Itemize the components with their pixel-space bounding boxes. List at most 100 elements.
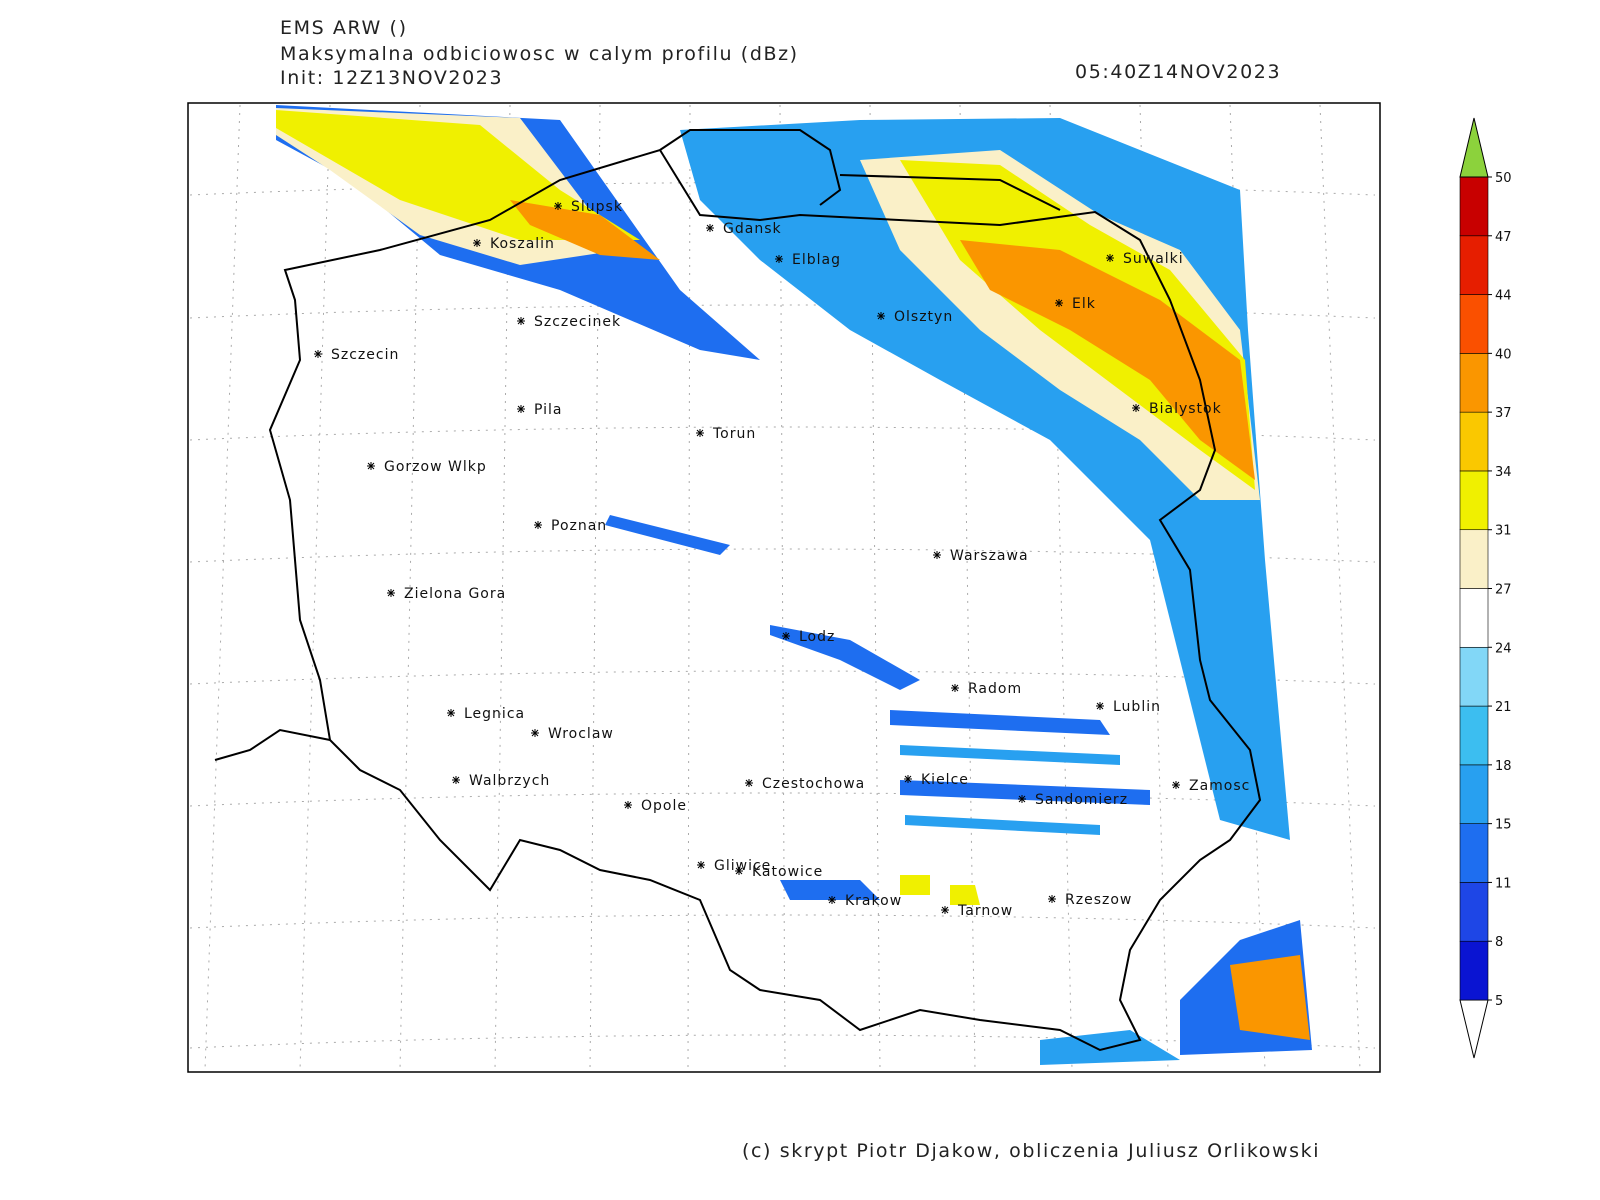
colorbar-segment — [1459, 646, 1489, 707]
borders — [214, 129, 1262, 1052]
city-label: Kielce — [921, 772, 969, 788]
city-marker — [782, 632, 790, 640]
colorbar-segment — [1459, 529, 1489, 589]
header-model: EMS ARW () — [280, 17, 408, 39]
city-marker — [828, 896, 836, 904]
header-title: Maksymalna odbiciowosc w calym profilu (… — [280, 43, 799, 65]
colorbar-label: 11 — [1495, 876, 1512, 891]
city-label: Slupsk — [571, 199, 623, 215]
colorbar-label: 18 — [1495, 759, 1512, 774]
city-label: Tarnow — [957, 903, 1013, 919]
city-marker — [534, 521, 542, 529]
city-marker — [706, 224, 714, 232]
colorbar-segment — [1459, 470, 1489, 531]
city-marker — [517, 317, 525, 325]
city-label: Szczecin — [331, 347, 399, 363]
city-marker — [1132, 404, 1140, 412]
city-label: Lodz — [799, 629, 835, 645]
city-label: Rzeszow — [1065, 892, 1132, 908]
colorbar-segment — [1459, 588, 1489, 648]
city-marker — [1018, 795, 1026, 803]
city-marker — [775, 255, 783, 263]
city-label: Wroclaw — [548, 726, 614, 742]
colorbar-label: 40 — [1495, 347, 1512, 362]
city-label: Poznan — [551, 518, 607, 534]
city-label: Warszawa — [950, 548, 1029, 564]
city-marker — [941, 906, 949, 914]
colorbar-segment — [1459, 353, 1489, 413]
city-marker — [877, 312, 885, 320]
map: Slupsk Koszalin Gdansk Elblag Suwalki Elk Olsz… — [187, 102, 1381, 1073]
colorbar-label: 47 — [1495, 230, 1512, 245]
colorbar-over — [1459, 117, 1489, 178]
colorbar-label: 50 — [1495, 171, 1512, 186]
city-label: Elk — [1072, 296, 1096, 312]
city-label: Lublin — [1113, 699, 1161, 715]
colorbar-segment — [1459, 294, 1489, 354]
city-label: Katowice — [752, 864, 823, 880]
colorbar-label: 15 — [1495, 818, 1512, 833]
city-label: Szczecinek — [534, 314, 621, 330]
city-label: Radom — [968, 681, 1022, 697]
city-marker — [1172, 781, 1180, 789]
reflectivity-field — [276, 105, 1312, 1065]
city-marker — [367, 462, 375, 470]
city-marker — [1055, 299, 1063, 307]
city-marker — [933, 551, 941, 559]
city-label: Torun — [712, 426, 756, 442]
city-label: Walbrzych — [469, 773, 550, 789]
colorbar-label: 27 — [1495, 583, 1512, 598]
city-marker — [1048, 895, 1056, 903]
city-marker — [1096, 702, 1104, 710]
colorbar-segment — [1459, 823, 1489, 883]
city-label: Opole — [641, 798, 687, 814]
city-label: Sandomierz — [1035, 792, 1128, 808]
colorbar-segment — [1459, 882, 1489, 942]
city-label: Bialystok — [1149, 401, 1222, 417]
city-marker — [473, 239, 481, 247]
footer-credit: (c) skrypt Piotr Djakow, obliczenia Juli… — [742, 1140, 1320, 1162]
city-marker — [314, 350, 322, 358]
header-init: Init: 12Z13NOV2023 — [280, 67, 503, 89]
city-marker — [531, 729, 539, 737]
city-marker — [745, 779, 753, 787]
city-label: Koszalin — [490, 236, 555, 252]
colorbar-label: 37 — [1495, 406, 1512, 421]
city-marker — [904, 775, 912, 783]
city-label: Gliwice — [714, 858, 771, 874]
city-marker — [447, 709, 455, 717]
colorbar-label: 31 — [1495, 524, 1512, 539]
colorbar-label: 8 — [1495, 935, 1503, 950]
colorbar-segment — [1459, 235, 1489, 295]
colorbar-segment — [1459, 940, 1489, 1001]
city-marker — [951, 684, 959, 692]
city-label: Legnica — [464, 706, 525, 722]
colorbar-segment — [1459, 764, 1489, 824]
city-marker — [387, 589, 395, 597]
city-marker — [696, 429, 704, 437]
colorbar-segment — [1459, 705, 1489, 766]
city-label: Pila — [534, 402, 563, 418]
city-marker — [517, 405, 525, 413]
colorbar-under — [1459, 999, 1489, 1059]
city-label: Gorzow Wlkp — [384, 459, 487, 475]
city-label: Zielona Gora — [404, 586, 506, 602]
city-label: Zamosc — [1189, 778, 1250, 794]
city-marker — [735, 867, 743, 875]
cities: Slupsk Koszalin Gdansk Elblag Suwalki Elk Olsz… — [314, 199, 1250, 919]
city-marker — [624, 801, 632, 809]
colorbar-label: 34 — [1495, 465, 1512, 480]
city-label: Czestochowa — [762, 776, 865, 792]
city-marker — [1106, 254, 1114, 262]
colorbar-label: 24 — [1495, 641, 1512, 656]
colorbar-label: 21 — [1495, 700, 1512, 715]
city-marker — [452, 776, 460, 784]
colorbar-segment — [1459, 176, 1489, 237]
colorbar-segment — [1459, 411, 1489, 472]
city-marker — [697, 861, 705, 869]
city-label: Elblag — [792, 252, 841, 268]
city-label: Olsztyn — [894, 309, 953, 325]
header-valid: 05:40Z14NOV2023 — [1075, 61, 1281, 83]
city-label: Krakow — [845, 893, 902, 909]
